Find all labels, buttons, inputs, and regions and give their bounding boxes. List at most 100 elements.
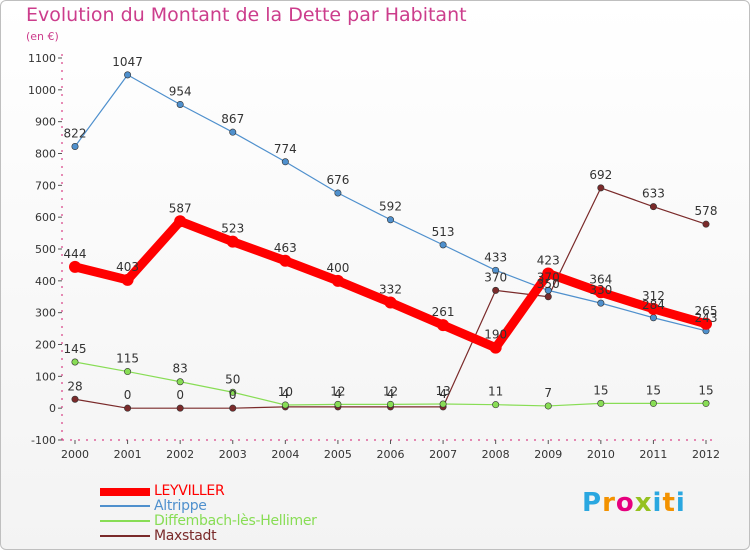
data-point bbox=[174, 215, 187, 228]
data-label: 513 bbox=[432, 225, 455, 239]
data-label: 4 bbox=[387, 387, 395, 401]
data-point bbox=[386, 400, 394, 408]
x-tick-label: 2005 bbox=[324, 448, 352, 461]
data-point bbox=[544, 293, 552, 301]
data-label: 370 bbox=[484, 270, 507, 284]
data-point bbox=[597, 399, 605, 407]
data-label: 4 bbox=[334, 387, 342, 401]
data-point bbox=[121, 273, 134, 286]
data-label: 0 bbox=[124, 388, 132, 402]
data-point bbox=[334, 189, 342, 197]
data-label: 83 bbox=[173, 362, 188, 376]
legend-label: Diffembach-lès-Hellimer bbox=[154, 513, 317, 529]
y-tick-label: 400 bbox=[35, 275, 56, 288]
data-point bbox=[492, 401, 500, 409]
data-label: 332 bbox=[379, 282, 402, 296]
y-tick-label: 200 bbox=[35, 339, 56, 352]
data-point bbox=[544, 402, 552, 410]
data-label: 330 bbox=[589, 283, 612, 297]
x-tick-label: 2007 bbox=[429, 448, 457, 461]
data-label: 15 bbox=[646, 383, 661, 397]
data-point bbox=[334, 400, 342, 408]
data-label: 370 bbox=[537, 270, 560, 284]
legend-swatch-leyviller bbox=[100, 488, 150, 496]
data-label: 145 bbox=[64, 342, 87, 356]
data-label: 13 bbox=[435, 384, 450, 398]
data-point bbox=[702, 399, 710, 407]
data-label: 822 bbox=[64, 126, 87, 140]
y-tick-label: 500 bbox=[35, 243, 56, 256]
data-point bbox=[649, 314, 657, 322]
data-label: 15 bbox=[698, 383, 713, 397]
x-tick-label: 2009 bbox=[534, 448, 562, 461]
data-label: 523 bbox=[221, 222, 244, 236]
legend-swatch-altrippe bbox=[100, 505, 150, 507]
data-label: 676 bbox=[326, 173, 349, 187]
y-tick-label: 0 bbox=[49, 402, 56, 415]
data-point bbox=[176, 404, 184, 412]
data-label: 7 bbox=[544, 386, 552, 400]
data-point bbox=[229, 128, 237, 136]
data-point bbox=[597, 299, 605, 307]
legend-label: Altrippe bbox=[154, 498, 207, 514]
data-point bbox=[649, 203, 657, 211]
data-point bbox=[649, 399, 657, 407]
data-point bbox=[700, 317, 712, 330]
data-label: 444 bbox=[64, 247, 87, 261]
data-label: 463 bbox=[274, 241, 297, 255]
y-tick-label: 700 bbox=[35, 179, 56, 192]
data-point bbox=[331, 274, 344, 287]
chart-subtitle: (en €) bbox=[26, 30, 59, 43]
data-point bbox=[542, 267, 555, 280]
data-label: 10 bbox=[278, 385, 293, 399]
data-label: 403 bbox=[116, 260, 139, 274]
data-label: 11 bbox=[488, 385, 503, 399]
x-tick-label: 2003 bbox=[219, 448, 247, 461]
data-label: 4 bbox=[282, 387, 290, 401]
data-point bbox=[124, 368, 132, 376]
data-point bbox=[489, 341, 502, 354]
x-tick-label: 2011 bbox=[639, 448, 667, 461]
data-label: 0 bbox=[176, 388, 184, 402]
data-point bbox=[279, 254, 292, 267]
data-label: 265 bbox=[695, 304, 718, 318]
proxiti-logo: Proxiti bbox=[582, 488, 686, 518]
data-point bbox=[439, 400, 447, 408]
legend-swatch-diffembach bbox=[100, 520, 150, 522]
data-label: 867 bbox=[221, 112, 244, 126]
data-label: 364 bbox=[589, 272, 612, 286]
data-point bbox=[281, 158, 289, 166]
data-label: 312 bbox=[642, 289, 665, 303]
data-point bbox=[229, 404, 237, 412]
data-label: 954 bbox=[169, 84, 192, 98]
data-label: 592 bbox=[379, 200, 402, 214]
data-label: 4 bbox=[439, 387, 447, 401]
data-label: 433 bbox=[484, 250, 507, 264]
data-label: 423 bbox=[537, 254, 560, 268]
data-point bbox=[384, 296, 397, 309]
legend-label: Maxstadt bbox=[154, 528, 217, 544]
y-tick-label: 1100 bbox=[28, 52, 56, 65]
data-label: 400 bbox=[326, 261, 349, 275]
data-point bbox=[281, 401, 289, 409]
data-label: 28 bbox=[67, 379, 82, 393]
data-point bbox=[229, 388, 237, 396]
data-point bbox=[71, 395, 79, 403]
data-point bbox=[71, 358, 79, 366]
data-label: 350 bbox=[537, 277, 560, 291]
y-tick-label: -100 bbox=[31, 434, 56, 447]
data-point bbox=[386, 216, 394, 224]
data-label: 578 bbox=[695, 204, 718, 218]
chart-title: Evolution du Montant de la Dette par Hab… bbox=[26, 4, 467, 26]
data-point bbox=[69, 260, 81, 273]
data-point bbox=[176, 378, 184, 386]
y-tick-label: 1000 bbox=[28, 84, 56, 97]
data-label: 587 bbox=[169, 201, 192, 215]
data-label: 261 bbox=[432, 305, 455, 319]
data-label: 633 bbox=[642, 187, 665, 201]
data-label: 115 bbox=[116, 352, 139, 366]
data-label: 50 bbox=[225, 372, 240, 386]
y-tick-label: 800 bbox=[35, 148, 56, 161]
data-label: 692 bbox=[589, 168, 612, 182]
